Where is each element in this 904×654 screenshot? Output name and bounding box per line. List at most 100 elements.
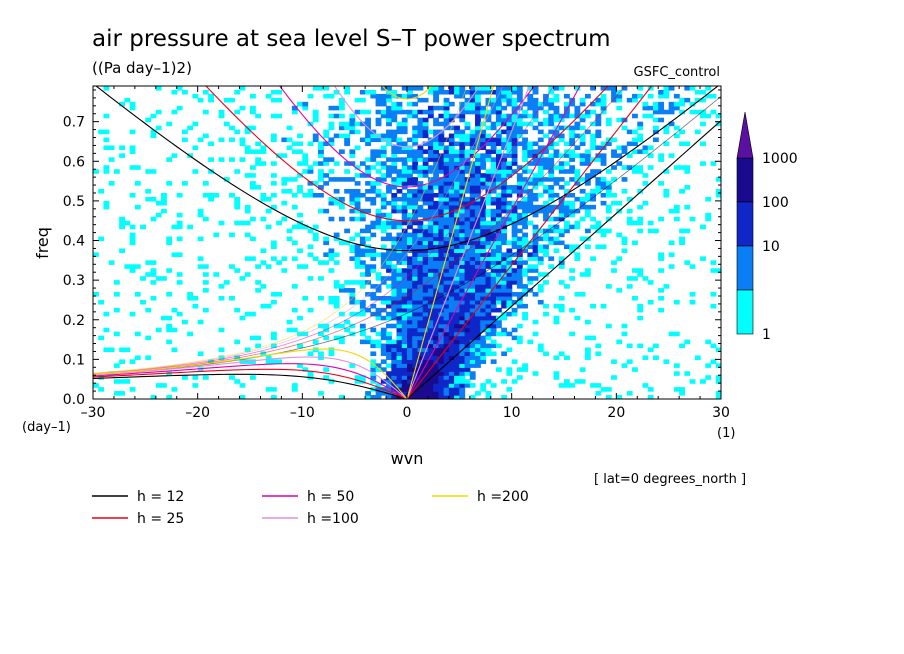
- heatmap-cell: [454, 141, 460, 147]
- heatmap-cell: [438, 383, 445, 388]
- heatmap-cell: [522, 268, 528, 273]
- heatmap-cell: [459, 173, 466, 178]
- heatmap-cell: [427, 200, 434, 206]
- heatmap-cell: [197, 212, 204, 218]
- heatmap-cell: [312, 232, 319, 238]
- heatmap-cell: [532, 185, 539, 190]
- heatmap-cell: [454, 260, 460, 265]
- heatmap-cell: [475, 208, 481, 214]
- heatmap-cell: [600, 177, 607, 182]
- heatmap-cell: [485, 284, 492, 289]
- heatmap-cell: [412, 315, 419, 321]
- heatmap-cell: [375, 387, 382, 392]
- heatmap-cell: [297, 185, 303, 190]
- heatmap-cell: [495, 137, 502, 143]
- heatmap-cell: [527, 196, 534, 202]
- heatmap-cell: [464, 89, 471, 95]
- heatmap-cell: [438, 351, 445, 357]
- heatmap-cell: [255, 141, 262, 147]
- heatmap-cell: [464, 105, 471, 111]
- heatmap-cell: [537, 204, 544, 210]
- heatmap-cell: [307, 307, 314, 313]
- x-tick-label: –30: [81, 405, 106, 421]
- heatmap-cell: [621, 86, 628, 91]
- heatmap-cell: [412, 343, 419, 349]
- heatmap-cell: [328, 196, 335, 202]
- heatmap-cell: [532, 319, 539, 325]
- x-unit-label: (1): [717, 426, 735, 441]
- heatmap-cell: [386, 169, 392, 174]
- heatmap-cell: [438, 204, 445, 210]
- heatmap-cell: [433, 351, 439, 357]
- heatmap-cell: [438, 232, 445, 238]
- heatmap-cell: [448, 307, 455, 313]
- heatmap-cell: [433, 97, 439, 103]
- heatmap-cell: [318, 192, 324, 198]
- heatmap-cell: [103, 113, 110, 119]
- heatmap-cell: [422, 343, 429, 349]
- heatmap-cell: [448, 189, 455, 194]
- heatmap-cell: [590, 141, 596, 147]
- heatmap-cell: [380, 391, 387, 396]
- heatmap-cell: [543, 232, 549, 238]
- heatmap-cell: [595, 189, 602, 194]
- heatmap-cell: [391, 315, 398, 321]
- heatmap-cell: [433, 264, 439, 269]
- heatmap-cell: [234, 129, 241, 135]
- heatmap-cell: [600, 93, 607, 99]
- heatmap-cell: [401, 319, 408, 325]
- x-tick-label: –20: [185, 405, 210, 421]
- heatmap-cell: [605, 121, 612, 127]
- heatmap-cell: [401, 355, 408, 360]
- heatmap-cell: [396, 137, 403, 143]
- heatmap-cell: [401, 367, 408, 372]
- heatmap-cell: [632, 295, 638, 301]
- colorbar-extend-arrow: [736, 111, 754, 159]
- heatmap-cell: [103, 129, 110, 135]
- heatmap-cell: [119, 216, 125, 222]
- heatmap-cell: [281, 181, 288, 186]
- heatmap-cell: [359, 260, 366, 265]
- heatmap-cell: [475, 169, 481, 174]
- heatmap-cell: [370, 359, 377, 364]
- heatmap-cell: [574, 145, 581, 150]
- heatmap-cell: [663, 169, 670, 174]
- heatmap-cell: [506, 256, 513, 261]
- heatmap-cell: [475, 252, 481, 257]
- heatmap-cell: [213, 232, 220, 238]
- legend-label: h = 12: [137, 489, 184, 505]
- heatmap-cell: [181, 181, 188, 186]
- heatmap-cell: [637, 169, 644, 174]
- heatmap-cell: [485, 244, 492, 250]
- heatmap-cell: [370, 252, 377, 257]
- heatmap-cell: [522, 185, 528, 190]
- heatmap-cell: [386, 284, 392, 289]
- heatmap-cell: [595, 181, 602, 186]
- heatmap-cell: [407, 276, 413, 281]
- heatmap-cell: [359, 311, 366, 317]
- heatmap-cell: [480, 351, 487, 357]
- heatmap-cell: [558, 153, 565, 158]
- heatmap-cell: [459, 149, 466, 154]
- heatmap-cell: [407, 319, 413, 325]
- heatmap-cell: [307, 169, 314, 174]
- heatmap-cell: [270, 89, 277, 95]
- heatmap-cell: [469, 101, 476, 107]
- heatmap-cell: [584, 161, 591, 166]
- heatmap-cell: [354, 204, 361, 210]
- heatmap-cell: [495, 173, 502, 178]
- heatmap-cell: [412, 204, 419, 210]
- heatmap-cell: [590, 224, 596, 230]
- heatmap-cell: [396, 169, 403, 174]
- heatmap-cell: [454, 351, 460, 357]
- heatmap-cell: [475, 185, 481, 190]
- heatmap-cell: [443, 105, 450, 111]
- heatmap-cell: [516, 105, 523, 111]
- heatmap-cell: [684, 141, 691, 147]
- kelvin-curve: [406, 86, 653, 399]
- heatmap-cell: [506, 86, 513, 91]
- heatmap-cell: [438, 216, 445, 222]
- heatmap-cell: [412, 323, 419, 329]
- heatmap-cell: [427, 181, 434, 186]
- heatmap-cell: [626, 391, 633, 396]
